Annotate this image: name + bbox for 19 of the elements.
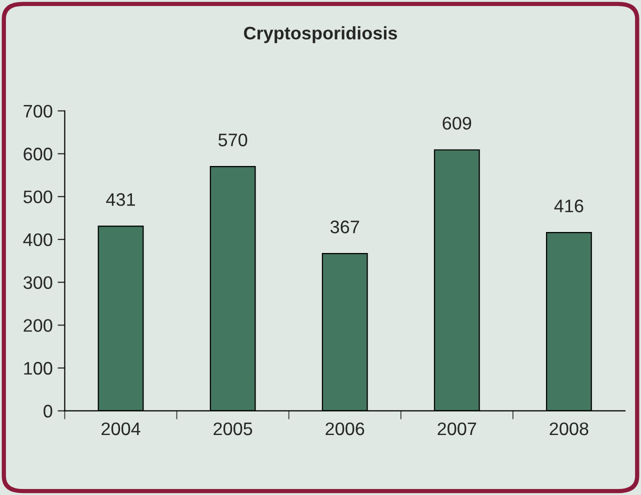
data-label: 609 <box>442 116 472 130</box>
x-tick-label: 2008 <box>550 422 588 436</box>
data-label: 431 <box>106 193 135 206</box>
y-tick-label: 400 <box>23 233 52 246</box>
y-tick-label: 300 <box>24 276 52 290</box>
y-tick-label: 100 <box>24 362 52 375</box>
y-tick-label: 700 <box>24 104 52 118</box>
y-tick-label: 500 <box>24 190 52 204</box>
chart-title: Cryptosporidiosis <box>244 26 398 44</box>
x-tick-label: 2005 <box>214 422 252 436</box>
y-tick-label: 200 <box>24 319 52 332</box>
data-label: 367 <box>330 220 360 234</box>
x-tick-label: 2006 <box>326 422 364 436</box>
y-tick-label: 600 <box>24 148 52 160</box>
data-label: 416 <box>554 200 584 212</box>
y-tick-label: 0 <box>44 404 52 418</box>
x-tick-label: 2007 <box>438 422 476 436</box>
data-label: 570 <box>218 134 248 146</box>
x-tick-label: 2004 <box>102 422 140 436</box>
